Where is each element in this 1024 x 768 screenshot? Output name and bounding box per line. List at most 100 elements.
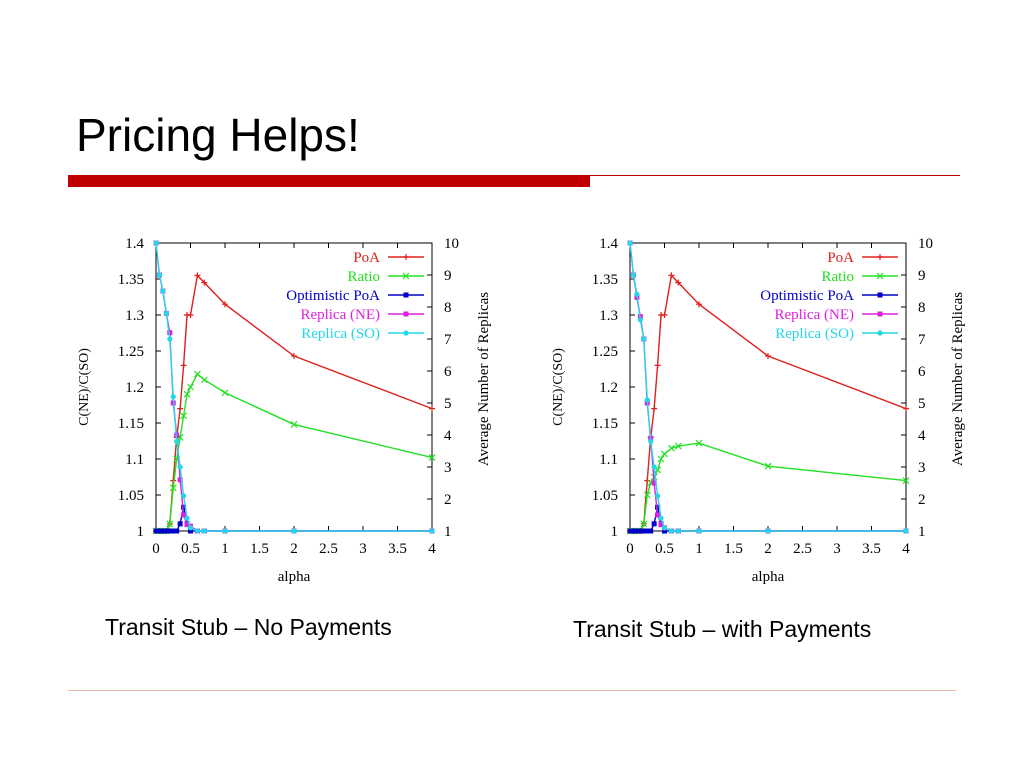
data-point xyxy=(170,528,176,534)
data-point xyxy=(655,504,661,510)
y-tick-label: 1 xyxy=(611,524,619,540)
chart-no-payments: 0 0.5 1 1.5 2 2.5 3 3.5 411.051.11.151.21.251.31… xyxy=(77,236,492,585)
legend-label: PoA xyxy=(353,250,380,266)
legend-label: Optimistic PoA xyxy=(286,288,380,304)
legend-label: Replica (NE) xyxy=(300,307,380,323)
data-point xyxy=(290,421,298,428)
data-point xyxy=(188,528,193,534)
data-point xyxy=(662,528,667,534)
data-point xyxy=(641,336,647,342)
y-tick-label: 1.15 xyxy=(118,416,144,432)
data-point xyxy=(181,512,187,518)
y2-tick-label: 1 xyxy=(918,524,926,540)
x-tick-label: 0.5 xyxy=(655,541,674,557)
legend-label: Ratio xyxy=(822,269,855,285)
data-point xyxy=(903,528,909,534)
legend-label: PoA xyxy=(827,250,854,266)
data-point xyxy=(167,336,173,342)
x-tick-label: 4 xyxy=(428,541,436,557)
x-tick-label: 1.5 xyxy=(250,541,269,557)
chart-caption-with-payments: Transit Stub – with Payments xyxy=(573,616,872,642)
data-point xyxy=(675,528,681,534)
data-point xyxy=(648,528,654,534)
data-point xyxy=(655,493,661,499)
y2-tick-label: 5 xyxy=(918,396,926,412)
series-line xyxy=(155,242,432,532)
x-tick-label: 1 xyxy=(695,541,703,557)
legend-label: Ratio xyxy=(348,269,381,285)
data-point xyxy=(184,522,190,528)
data-point xyxy=(634,528,640,534)
x-tick-label: 3.5 xyxy=(862,541,881,557)
data-point xyxy=(200,376,208,384)
data-point xyxy=(902,477,910,485)
legend-marker xyxy=(877,254,883,260)
data-point xyxy=(667,444,675,452)
data-point xyxy=(668,528,674,534)
x-axis-label: alpha xyxy=(752,569,785,585)
data-point xyxy=(167,528,173,534)
data-point xyxy=(181,493,187,499)
x-tick-label: 0.5 xyxy=(181,541,200,557)
data-point xyxy=(201,279,208,286)
y-tick-label: 1.1 xyxy=(125,452,144,468)
data-point xyxy=(765,353,771,360)
data-point xyxy=(194,528,200,534)
y-tick-label: 1.2 xyxy=(599,380,618,396)
data-point xyxy=(180,412,188,420)
legend-label: Replica (SO) xyxy=(301,326,380,342)
y2-tick-label: 2 xyxy=(444,492,452,508)
x-tick-label: 0 xyxy=(626,541,634,557)
data-point xyxy=(668,272,675,279)
data-point xyxy=(658,515,664,521)
y2-tick-label: 1 xyxy=(444,524,452,540)
data-point xyxy=(651,480,657,486)
x-axis-label: alpha xyxy=(278,569,311,585)
y-tick-label: 1.35 xyxy=(592,272,618,288)
data-point xyxy=(764,462,772,470)
y-tick-label: 1.3 xyxy=(599,308,618,324)
series-line xyxy=(629,242,906,532)
data-point xyxy=(648,438,654,444)
y2-tick-label: 10 xyxy=(918,236,933,252)
series-poa xyxy=(627,272,909,534)
data-point xyxy=(903,405,909,412)
data-point xyxy=(187,312,194,318)
data-point xyxy=(174,438,180,444)
data-point xyxy=(641,528,647,534)
data-point xyxy=(661,450,668,458)
data-point xyxy=(657,455,665,463)
y2-tick-label: 3 xyxy=(444,460,452,476)
x-tick-label: 0 xyxy=(152,541,160,557)
y2-axis-label: Average Number of Replicas xyxy=(950,292,966,466)
x-tick-label: 3 xyxy=(833,541,841,557)
footer-rule xyxy=(68,690,956,691)
y2-axis-label: Average Number of Replicas xyxy=(476,292,492,466)
data-point xyxy=(153,528,159,534)
x-tick-label: 1 xyxy=(221,541,229,557)
y-tick-label: 1.05 xyxy=(118,488,144,504)
y2-tick-label: 8 xyxy=(444,300,452,316)
data-point xyxy=(187,383,194,391)
x-tick-label: 2.5 xyxy=(319,541,338,557)
data-point xyxy=(184,515,190,521)
y-axis-label: C(NE)/C(SO) xyxy=(551,348,566,426)
y-tick-label: 1.4 xyxy=(125,236,144,252)
slide-title: Pricing Helps! xyxy=(76,109,360,161)
data-point xyxy=(696,301,702,308)
data-point xyxy=(655,512,661,518)
data-point xyxy=(291,528,297,534)
legend-label: Optimistic PoA xyxy=(760,288,854,304)
legend-marker xyxy=(403,292,409,298)
y2-tick-label: 8 xyxy=(918,300,926,316)
legend-marker xyxy=(403,330,409,336)
title-accent-bar xyxy=(68,175,590,187)
legend-label: Replica (NE) xyxy=(774,307,854,323)
data-point xyxy=(153,240,159,246)
data-point xyxy=(291,353,297,360)
data-point xyxy=(221,389,229,397)
y2-tick-label: 5 xyxy=(444,396,452,412)
data-point xyxy=(429,405,435,412)
data-point xyxy=(177,521,183,527)
data-point xyxy=(630,272,637,278)
